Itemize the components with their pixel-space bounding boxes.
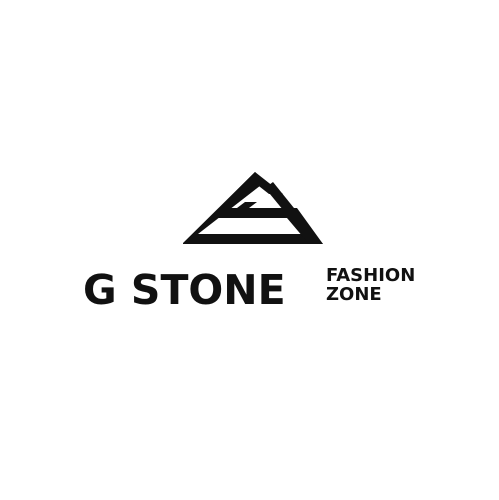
brand-name: G STONE	[83, 266, 286, 314]
tagline: FASHION ZONE	[326, 266, 415, 304]
tagline-line-1: FASHION	[326, 265, 416, 286]
tagline-line-2: ZONE	[326, 284, 382, 305]
triangle-g-monogram-icon	[183, 172, 323, 244]
